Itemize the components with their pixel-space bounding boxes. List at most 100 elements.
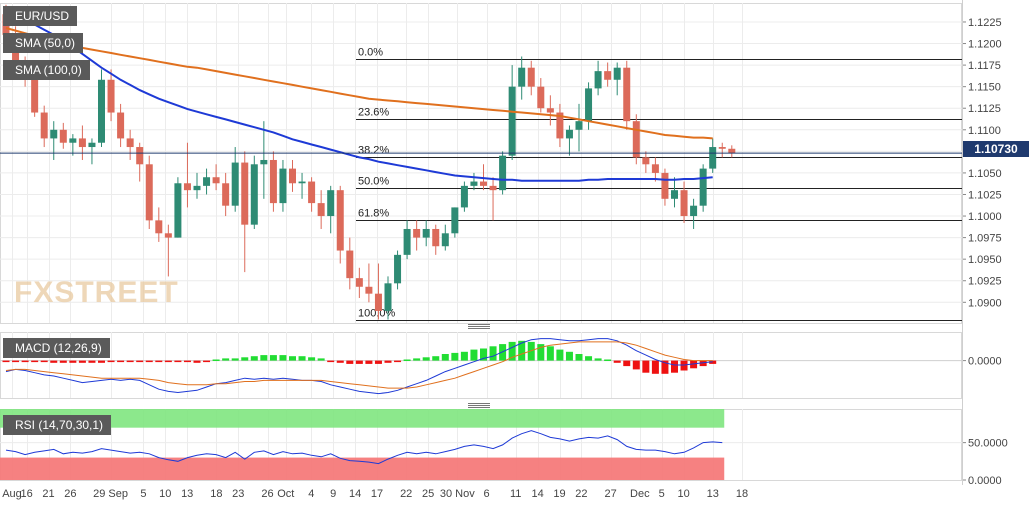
- candle-body: [671, 190, 678, 199]
- macd-label[interactable]: MACD (12,26,9): [3, 338, 110, 358]
- macd-histogram-bar: [671, 360, 678, 373]
- candle: [155, 207, 163, 242]
- candle: [269, 151, 277, 212]
- macd-histogram-bar: [98, 360, 105, 363]
- candle-body: [403, 228, 411, 255]
- macd-histogram-bar: [183, 360, 191, 363]
- candle: [671, 177, 678, 208]
- candle-body: [346, 250, 354, 279]
- candle: [537, 78, 545, 113]
- y-tick-label: 1.1225: [968, 17, 1002, 29]
- macd-histogram-bar: [222, 358, 230, 361]
- candle: [374, 263, 382, 320]
- candle-body: [260, 159, 268, 165]
- sma50-label[interactable]: SMA (50,0): [3, 33, 84, 53]
- candle-body: [203, 177, 211, 186]
- candle: [575, 103, 583, 152]
- rsi-label[interactable]: RSI (14,70,30,1): [3, 415, 112, 435]
- macd-histogram-bar: [709, 360, 717, 364]
- candle: [499, 151, 507, 195]
- sma-line-100: [5, 27, 713, 140]
- fib-level-label: 61.8%: [358, 208, 389, 220]
- candle-body: [499, 155, 507, 191]
- candle-body: [365, 286, 373, 294]
- candle-body: [413, 228, 421, 238]
- candle: [193, 172, 201, 199]
- price-panel: [0, 3, 962, 324]
- candle-body: [480, 181, 487, 186]
- candle: [317, 190, 325, 229]
- macd-histogram-bar: [374, 360, 382, 364]
- candle: [98, 69, 105, 148]
- x-tick-label: 11: [510, 488, 521, 500]
- macd-histogram-bar: [336, 360, 344, 363]
- fxstreet-watermark: FXSTREET: [14, 276, 179, 309]
- macd-histogram-bar: [279, 355, 287, 361]
- candle-body: [212, 177, 220, 184]
- sma100-label[interactable]: SMA (100,0): [3, 60, 90, 80]
- macd-histogram-bar: [508, 341, 516, 361]
- candle: [661, 168, 669, 206]
- candle: [355, 267, 363, 298]
- macd-histogram-bar: [107, 360, 115, 363]
- candle-body: [680, 190, 688, 217]
- candle: [632, 114, 640, 165]
- macd-histogram-bar: [203, 360, 211, 363]
- candle: [403, 220, 411, 260]
- macd-histogram-bar: [12, 360, 20, 363]
- candle-body: [355, 278, 363, 287]
- candle-body: [327, 190, 335, 217]
- candle-body: [613, 67, 621, 80]
- macd-histogram-bar: [365, 360, 373, 364]
- candle: [298, 172, 306, 199]
- candle-body: [384, 283, 392, 311]
- candle-body: [394, 254, 402, 284]
- macd-histogram-bar: [231, 358, 239, 361]
- candle-body: [718, 147, 726, 149]
- candle-body: [575, 121, 583, 130]
- candle-body: [508, 86, 516, 156]
- candle: [222, 172, 230, 217]
- fib-level-label: 23.6%: [358, 107, 389, 119]
- candle-body: [470, 181, 478, 186]
- x-tick-label: 10: [159, 488, 171, 500]
- candle: [145, 155, 153, 229]
- candle-body: [690, 205, 698, 217]
- candle-body: [537, 86, 545, 109]
- y-tick-label: 1.0950: [968, 254, 1002, 266]
- y-tick-label: 1.1150: [968, 82, 1001, 94]
- macd-histogram-bar: [537, 344, 545, 361]
- candle-body: [183, 183, 191, 191]
- macd-histogram-bar: [480, 348, 487, 361]
- candle-body: [222, 183, 230, 206]
- macd-histogram-bar: [575, 354, 583, 361]
- x-tick-label: 13: [181, 488, 193, 500]
- x-tick-label: 9: [330, 488, 336, 500]
- symbol-label[interactable]: EUR/USD: [3, 6, 78, 26]
- candle-body: [155, 220, 163, 234]
- x-tick-label: 21: [42, 488, 54, 500]
- candle: [241, 151, 249, 273]
- macd-histogram-bar: [155, 360, 163, 363]
- candle: [31, 73, 39, 117]
- fib-level-label: 50.0%: [358, 176, 389, 188]
- candle-body: [422, 228, 430, 238]
- macd-histogram-bar: [384, 360, 392, 363]
- resize-handle-macd[interactable]: [468, 324, 490, 329]
- macd-histogram-bar: [40, 360, 48, 363]
- candle: [164, 224, 172, 277]
- macd-histogram-bar: [355, 360, 363, 364]
- macd-histogram-bar: [164, 360, 172, 363]
- macd-histogram-bar: [489, 346, 497, 361]
- resize-handle-rsi[interactable]: [468, 403, 490, 408]
- candle-body: [336, 190, 344, 251]
- candle: [413, 220, 421, 251]
- y-tick-label: 1.1000: [968, 211, 1002, 223]
- x-tick-label: 26: [261, 488, 273, 500]
- candle-body: [241, 162, 249, 225]
- macd-histogram-bar: [527, 341, 535, 361]
- x-tick-label: 22: [575, 488, 587, 500]
- candle-body: [699, 168, 707, 206]
- macd-histogram-bar: [193, 360, 201, 363]
